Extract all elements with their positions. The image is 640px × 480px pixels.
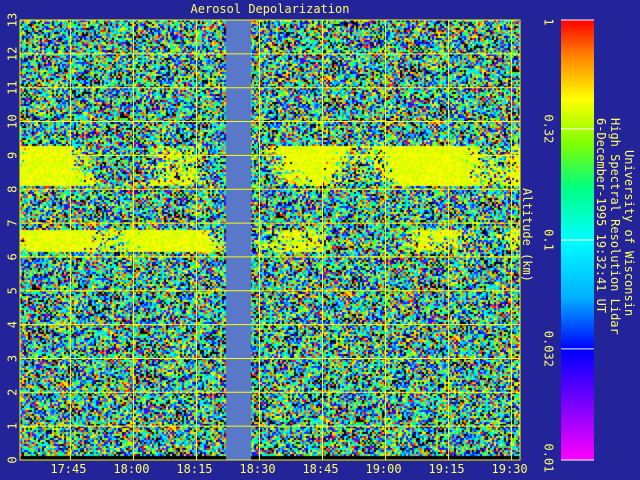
timestamp-label: 6-December-1995 19:32:41 UT [594,118,608,314]
x-tick-label: 19:00 [365,462,401,476]
y-tick-label: 13 [6,13,20,27]
x-tick-label: 18:00 [113,462,149,476]
y-tick-label: 5 [6,287,20,294]
y-tick-label: 8 [6,186,20,193]
y-tick-label: 9 [6,152,20,159]
y-tick-label: 10 [6,114,20,128]
x-tick-label: 17:45 [50,462,86,476]
x-tick-label: 18:30 [239,462,275,476]
y-tick-label: 12 [6,47,20,61]
colorbar-tick-label: 0.32 [542,114,556,143]
instrument-label: High Spectral Resolution Lidar [608,118,622,335]
x-tick-label: 18:45 [302,462,338,476]
grid [19,19,521,461]
y-tick-label: 11 [6,80,20,94]
y-tick-label: 6 [6,253,20,260]
y-tick-label: 2 [6,389,20,396]
y-tick-label: 7 [6,219,20,226]
x-tick-label: 19:15 [429,462,465,476]
chart-title: Aerosol Depolarization [190,2,350,16]
y-tick-label: 3 [6,355,20,362]
colorbar-tick-label: 1 [542,18,556,25]
colorbar-tick-label: 0.01 [542,444,556,473]
institution-label: University of Wisconsin [622,150,636,317]
x-axis: 17:45 18:00 18:15 18:30 18:45 19:00 19:15 19:30 [50,462,527,476]
depolarization-heatmap [20,20,520,460]
y-tick-label: 0 [6,456,20,463]
y-axis-label: Altitude (km) [520,188,534,282]
y-tick-label: 4 [6,321,20,328]
colorbar-tick-label: 0.032 [542,331,556,367]
x-tick-label: 18:15 [176,462,212,476]
plot-frame [19,19,521,461]
colorbar-tick-label: 0.1 [542,229,556,251]
colorbar: 1 0.32 0.1 0.032 0.01 [542,18,594,473]
y-tick-label: 1 [6,423,20,430]
x-tick-label: 19:30 [492,462,528,476]
